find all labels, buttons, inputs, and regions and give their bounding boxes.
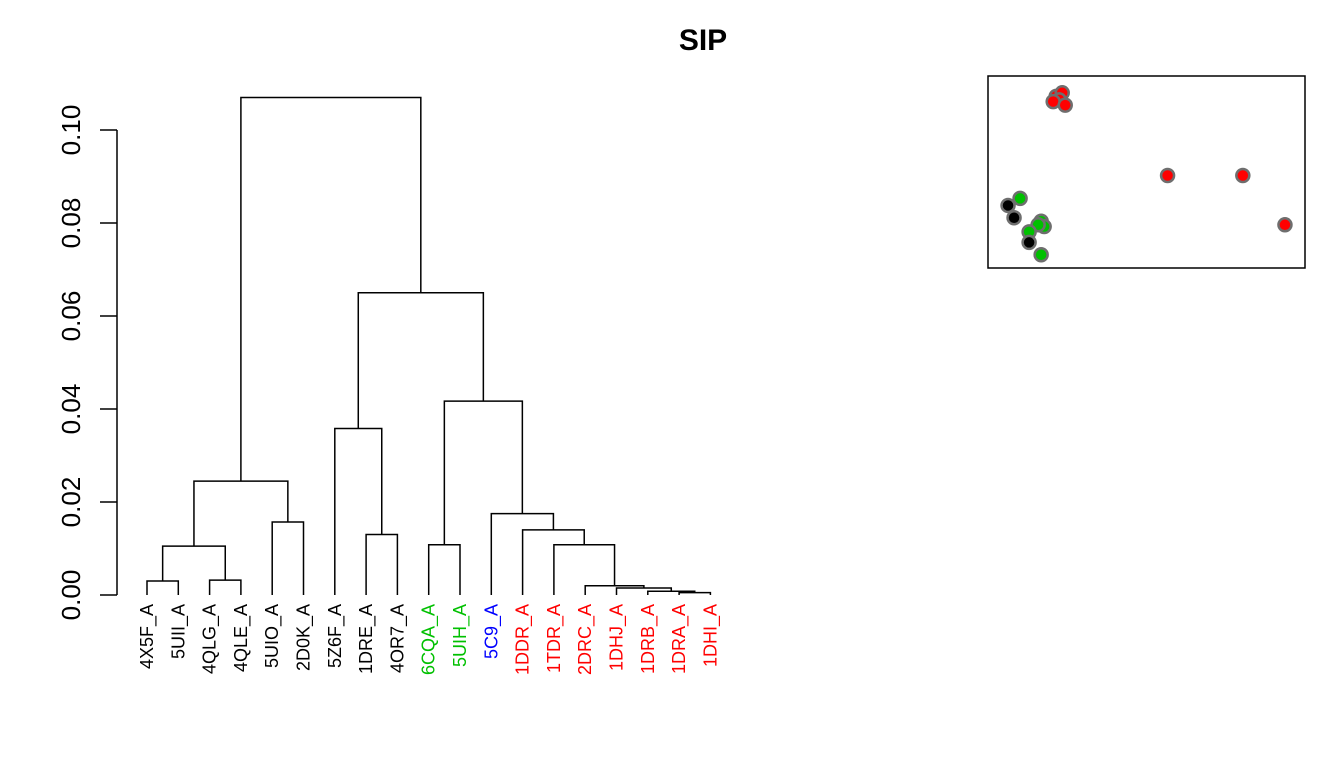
leaf-label: 5C9_A (481, 604, 502, 659)
y-tick-label: 0.04 (56, 384, 86, 435)
inset-point (1277, 217, 1293, 233)
dendrogram-link (193, 480, 289, 547)
dendrogram-link (240, 96, 422, 482)
y-tick-label: 0.00 (56, 570, 86, 621)
leaf-label: 4OR7_A (387, 604, 408, 673)
dendrogram-link (584, 584, 645, 595)
leaf-label: 1DHJ_A (607, 604, 628, 671)
inset-point (1033, 246, 1049, 263)
leaf-label: 4QLG_A (200, 604, 221, 674)
leaf-label: 1DRE_A (356, 604, 377, 674)
dendrogram-link (271, 521, 305, 595)
leaf-label: 1DDR_A (513, 604, 534, 675)
y-tick-label: 0.08 (56, 198, 86, 249)
leaf-label: 5UII_A (168, 604, 189, 659)
leaf-label: 5Z6F_A (325, 604, 346, 668)
leaf-label: 1TDR_A (544, 604, 565, 673)
y-tick-label: 0.10 (56, 105, 86, 156)
leaf-label: 4QLE_A (231, 604, 252, 672)
leaf-label: 4X5F_A (137, 604, 158, 669)
leaf-labels: 4X5F_A 5UII_A 4QLG_A 4QLE_A 5UIO_A 2D0K_A 5Z6F… (137, 604, 721, 675)
inset-scatter (987, 75, 1306, 269)
leaf-label: 2DRC_A (575, 604, 596, 675)
y-tick-label: 0.06 (56, 291, 86, 342)
y-axis: 0.00 0.02 0.04 0.06 0.08 0.10 (56, 105, 118, 621)
leaf-label: 1DRB_A (638, 604, 659, 674)
inset-point (1000, 197, 1016, 214)
dendrogram-link (427, 544, 461, 595)
dendrogram-link (365, 533, 399, 595)
inset-point (1159, 167, 1176, 184)
inset-point (1012, 190, 1028, 207)
leaf-label: 5UIH_A (450, 604, 471, 667)
inset-point (1057, 97, 1073, 113)
dendrogram-link (146, 580, 180, 595)
inset-point (1021, 234, 1037, 251)
dendrogram-link (334, 427, 383, 595)
leaf-label: 1DRA_A (669, 604, 690, 674)
y-tick-label: 0.02 (56, 477, 86, 528)
leaf-label: 1DHI_A (700, 604, 721, 667)
inset-point (1006, 210, 1022, 226)
chart-title: SIP (679, 24, 727, 57)
dendrogram-link (443, 400, 524, 545)
dendrogram-link (357, 292, 485, 429)
leaf-label: 2D0K_A (294, 604, 315, 671)
dendrogram-link (553, 544, 616, 595)
dendrogram-link (161, 545, 226, 582)
dendrogram-link (208, 579, 242, 595)
inset-point (1235, 167, 1251, 184)
dendrogram-links (146, 96, 712, 595)
leaf-label: 5UIO_A (262, 604, 283, 668)
leaf-label: 6CQA_A (419, 604, 440, 675)
inset-frame (987, 75, 1306, 269)
dendrogram-link (678, 591, 712, 595)
